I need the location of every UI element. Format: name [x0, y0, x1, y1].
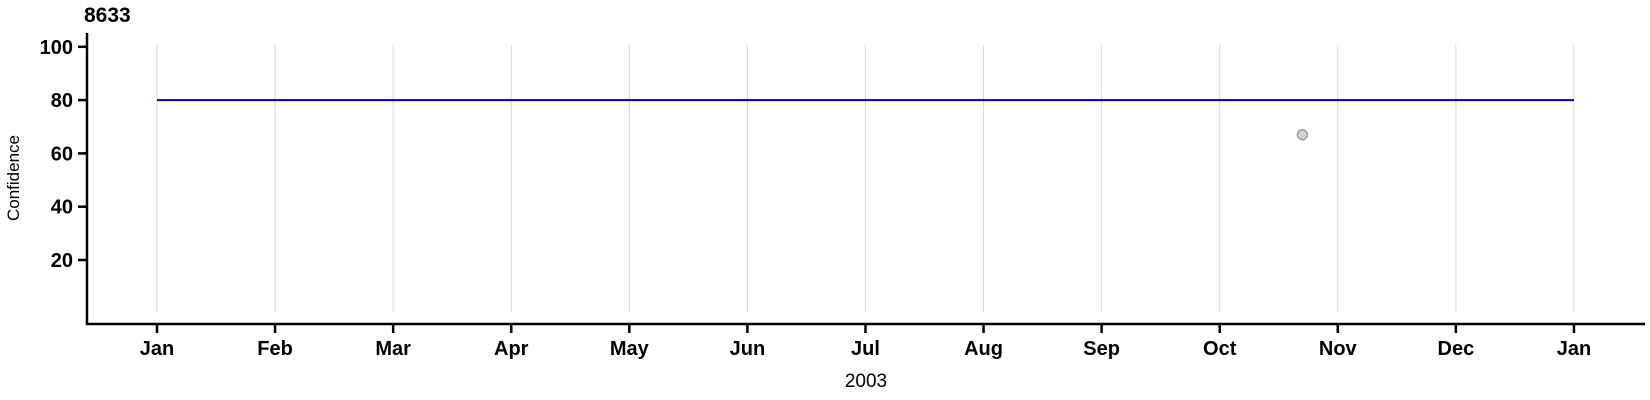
x-tick-label: Sep: [1083, 338, 1120, 360]
x-tick-label: Mar: [375, 338, 411, 360]
y-tick-label: 100: [40, 37, 73, 59]
x-tick-label: Dec: [1438, 338, 1475, 360]
x-tick-label: Oct: [1203, 338, 1237, 360]
x-tick-label: Jan: [140, 338, 174, 360]
x-tick-label: Jul: [851, 338, 880, 360]
y-axis-label: Confidence: [4, 134, 23, 222]
x-tick-label: Jun: [730, 338, 766, 360]
x-tick-label: Feb: [257, 338, 293, 360]
x-axis-label: 2003: [844, 371, 888, 392]
x-tick-label: Nov: [1319, 338, 1358, 360]
x-tick-label: Jan: [1557, 338, 1591, 360]
observation-point: [1296, 128, 1309, 141]
x-tick-label: Aug: [964, 338, 1003, 360]
x-tick-label: May: [610, 338, 650, 360]
y-tick-label: 40: [51, 197, 73, 219]
chart-title: 8633: [84, 4, 131, 27]
y-tick-label: 60: [51, 143, 73, 165]
y-tick-label: 20: [51, 250, 73, 272]
x-tick-label: Apr: [494, 338, 529, 360]
y-tick-label: 80: [51, 90, 73, 112]
